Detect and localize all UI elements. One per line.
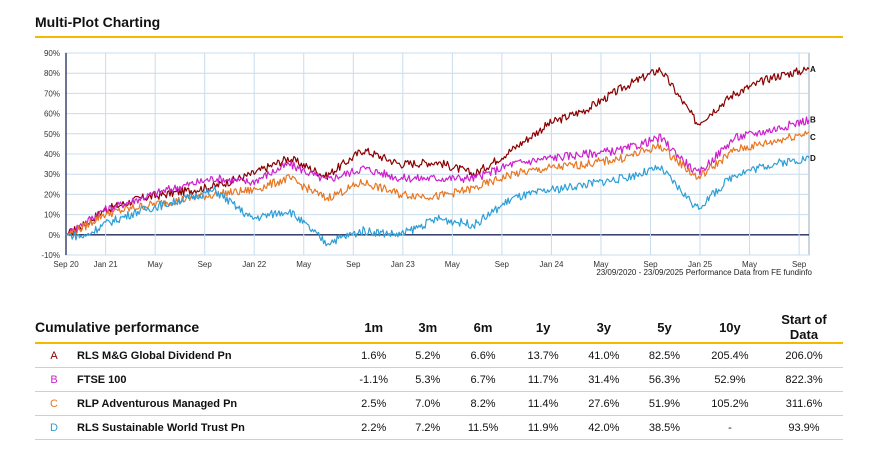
- series-end-label-C: C: [810, 133, 816, 142]
- table-title-header: Cumulative performance: [35, 312, 346, 344]
- column-header: Start of Data: [765, 312, 843, 344]
- series-letter: B: [35, 367, 73, 392]
- performance-value: 206.0%: [765, 343, 843, 368]
- y-tick-label: 60%: [44, 110, 60, 119]
- performance-value: 41.0%: [573, 343, 635, 368]
- table-row: D RLS Sustainable World Trust Pn 2.2% 7.2% 1…: [35, 415, 843, 440]
- performance-value: 52.9%: [694, 367, 765, 392]
- performance-value: 105.2%: [694, 391, 765, 416]
- series-end-label-D: D: [810, 154, 816, 163]
- x-tick-label: May: [445, 260, 460, 269]
- performance-line-chart: 90% 80% 70% 60% 50% 40% 30% 20% 10% 0% -10%Sep 20 J…: [41, 49, 816, 269]
- y-tick-label: 70%: [44, 89, 60, 98]
- performance-value: 311.6%: [765, 391, 843, 416]
- performance-value: 205.4%: [694, 343, 765, 368]
- performance-value: 93.9%: [765, 415, 843, 440]
- page-title: Multi-Plot Charting: [35, 14, 161, 30]
- column-header: 1y: [512, 312, 574, 344]
- performance-value: 6.6%: [453, 343, 513, 368]
- column-header: 1m: [345, 312, 403, 344]
- chart-source-note: 23/09/2020 - 23/09/2025 Performance Data…: [596, 268, 812, 277]
- performance-value: 11.5%: [453, 415, 513, 440]
- column-header: 10y: [694, 312, 765, 344]
- table-header-row: Cumulative performance 1m 3m 6m 1y 3y 5y 10y Sta…: [35, 312, 843, 344]
- performance-value: 11.4%: [512, 391, 574, 416]
- performance-value: -: [694, 415, 765, 440]
- y-tick-label: -10%: [41, 251, 60, 260]
- column-header: 3m: [402, 312, 454, 344]
- x-tick-label: Sep 20: [53, 260, 79, 269]
- series-line-C: [65, 130, 810, 236]
- x-tick-label: May: [742, 260, 757, 269]
- performance-value: 7.2%: [402, 415, 454, 440]
- performance-value: 56.3%: [634, 367, 695, 392]
- fund-name: RLP Adventurous Managed Pn: [73, 391, 346, 416]
- series-line-D: [65, 155, 810, 247]
- performance-value: 38.5%: [634, 415, 695, 440]
- y-tick-label: 40%: [44, 150, 60, 159]
- series-letter: A: [35, 343, 73, 368]
- y-tick-label: 50%: [44, 130, 60, 139]
- x-tick-label: Jan 22: [242, 260, 267, 269]
- performance-value: 2.5%: [345, 391, 403, 416]
- column-header: 6m: [453, 312, 513, 344]
- performance-value: 11.7%: [512, 367, 574, 392]
- cumulative-performance-table: Cumulative performance 1m 3m 6m 1y 3y 5y 10y Sta…: [35, 312, 843, 440]
- performance-value: 82.5%: [634, 343, 695, 368]
- x-tick-label: Sep: [792, 260, 807, 269]
- x-tick-label: Jan 23: [391, 260, 416, 269]
- performance-value: -1.1%: [345, 367, 403, 392]
- x-tick-label: May: [593, 260, 608, 269]
- column-header: 3y: [573, 312, 635, 344]
- performance-value: 2.2%: [345, 415, 403, 440]
- performance-value: 31.4%: [573, 367, 635, 392]
- table-body: A RLS M&G Global Dividend Pn 1.6% 5.2% 6.6% 1…: [35, 343, 843, 440]
- fund-name: FTSE 100: [73, 367, 346, 392]
- performance-value: 51.9%: [634, 391, 695, 416]
- y-tick-label: 10%: [44, 211, 60, 220]
- performance-value: 6.7%: [453, 367, 513, 392]
- y-tick-label: 30%: [44, 170, 60, 179]
- table-row: A RLS M&G Global Dividend Pn 1.6% 5.2% 6.6% 1…: [35, 343, 843, 368]
- performance-value: 13.7%: [512, 343, 574, 368]
- series-end-label-A: A: [810, 65, 816, 74]
- series-end-label-B: B: [810, 116, 816, 125]
- performance-value: 8.2%: [453, 391, 513, 416]
- x-tick-label: May: [148, 260, 163, 269]
- performance-value: 27.6%: [573, 391, 635, 416]
- x-tick-label: Sep: [495, 260, 510, 269]
- y-tick-label: 20%: [44, 190, 60, 199]
- table-row: B FTSE 100 -1.1% 5.3% 6.7% 11.7% 31.4% 56.3% 52.…: [35, 367, 843, 392]
- series-letter: D: [35, 415, 73, 440]
- title-divider: [35, 36, 843, 38]
- y-tick-label: 0%: [48, 231, 60, 240]
- series-letter: C: [35, 391, 73, 416]
- x-tick-label: May: [296, 260, 311, 269]
- performance-value: 11.9%: [512, 415, 574, 440]
- y-tick-label: 80%: [44, 69, 60, 78]
- table-row: C RLP Adventurous Managed Pn 2.5% 7.0% 8.2% 1…: [35, 391, 843, 416]
- performance-value: 42.0%: [573, 415, 635, 440]
- x-tick-label: Jan 21: [94, 260, 119, 269]
- performance-value: 5.2%: [402, 343, 454, 368]
- x-tick-label: Jan 24: [539, 260, 564, 269]
- x-tick-label: Sep: [198, 260, 213, 269]
- fund-name: RLS Sustainable World Trust Pn: [73, 415, 346, 440]
- series-line-B: [65, 116, 810, 237]
- fund-name: RLS M&G Global Dividend Pn: [73, 343, 346, 368]
- x-tick-label: Sep: [643, 260, 658, 269]
- column-header: 5y: [634, 312, 695, 344]
- x-tick-label: Sep: [346, 260, 361, 269]
- y-tick-label: 90%: [44, 49, 60, 58]
- performance-value: 5.3%: [402, 367, 454, 392]
- performance-value: 822.3%: [765, 367, 843, 392]
- performance-value: 1.6%: [345, 343, 403, 368]
- performance-value: 7.0%: [402, 391, 454, 416]
- x-tick-label: Jan 25: [688, 260, 713, 269]
